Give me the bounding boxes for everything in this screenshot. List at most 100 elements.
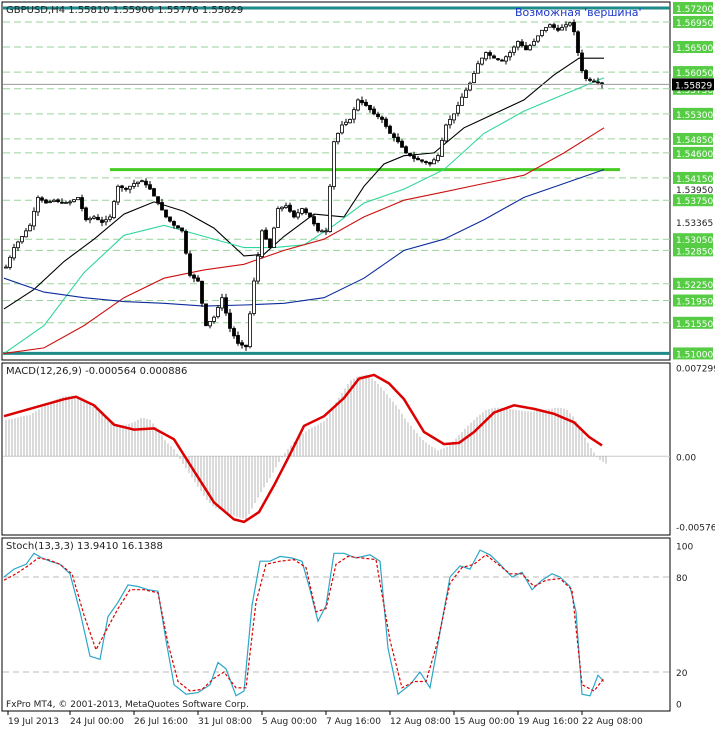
price-label-box [673, 294, 713, 307]
candle-body [516, 41, 520, 48]
price-label-box [673, 277, 713, 290]
candle-body [344, 121, 348, 125]
candle-body [60, 201, 64, 204]
price-tick-label: 1.51000 [676, 350, 713, 360]
copyright-text: FxPro MT4, © 2001-2013, MetaQuotes Softw… [6, 700, 249, 710]
price-candles [4, 19, 604, 351]
candle-body [528, 45, 532, 51]
candle-body [444, 124, 448, 142]
candle-body [452, 113, 456, 121]
candle-body [284, 205, 288, 208]
candle-body [148, 184, 152, 190]
price-label-box [673, 316, 713, 329]
candle-body [480, 57, 484, 65]
candle-body [92, 216, 96, 219]
price-label-box [673, 194, 713, 207]
time-tick-label: 15 Aug 00:00 [454, 717, 515, 727]
time-tick-label: 26 Jul 16:00 [134, 717, 188, 727]
candle-body [232, 328, 236, 337]
candle-body [312, 216, 316, 225]
candle-body [416, 157, 420, 161]
price-label-box [673, 132, 713, 145]
time-tick-label: 24 Jul 00:00 [70, 717, 124, 727]
candle-body [488, 52, 492, 56]
candle-body [200, 280, 204, 304]
candle-body [360, 100, 364, 104]
candle-body [504, 56, 508, 62]
candle-body [424, 161, 428, 164]
candle-body [272, 227, 276, 248]
candle-body [164, 209, 168, 218]
price-tick-label: 1.51550 [676, 320, 713, 330]
candle-body [388, 125, 392, 134]
candle-body [340, 124, 344, 134]
candle-body [464, 89, 468, 98]
candle-body [336, 132, 340, 143]
macd-tick-label: 0.007299 [676, 365, 715, 375]
time-tick-label: 31 Jul 08:00 [198, 717, 252, 727]
candle-body [128, 185, 132, 190]
price-tick-label: 1.55300 [676, 111, 713, 121]
candle-body [508, 52, 512, 58]
candle-body [280, 206, 284, 210]
price-label-box [673, 171, 713, 184]
candle-body [580, 52, 584, 72]
candle-body [496, 58, 500, 61]
candle-body [140, 180, 144, 183]
candle-body [76, 197, 80, 201]
candle-body [136, 181, 140, 184]
price-panel-title: GBPUSD,H4 1.55810 1.55906 1.55776 1.5582… [6, 5, 243, 16]
candle-body [552, 24, 556, 28]
candle-body [256, 255, 260, 282]
candle-body [300, 208, 304, 214]
candle-body [524, 45, 528, 51]
candle-body [20, 236, 24, 243]
candle-body [408, 152, 412, 157]
price-tick-label: 1.54850 [676, 136, 713, 146]
candle-body [548, 24, 552, 28]
candle-body [316, 222, 320, 232]
time-tick-label: 22 Aug 08:00 [582, 717, 643, 727]
candle-body [568, 22, 572, 26]
candle-body [328, 185, 332, 232]
time-tick-label: 5 Aug 00:00 [262, 717, 317, 727]
moving-averages [3, 57, 605, 354]
price-panel-frame [1, 1, 671, 361]
top-annotation: Возможная 'вершина' [515, 6, 642, 19]
candle-body [44, 199, 48, 204]
candle-body [236, 335, 240, 344]
candle-body [184, 231, 188, 254]
candle-body [380, 116, 384, 120]
candle-body [556, 27, 560, 31]
candle-body [156, 196, 160, 204]
candle-body [8, 256, 12, 268]
macd-signal-line [3, 373, 603, 524]
macd-histogram [5, 374, 607, 520]
candle-body [520, 41, 524, 47]
candle-body [220, 297, 224, 309]
candle-body [356, 99, 360, 111]
candle-body [248, 313, 252, 348]
candle-body [392, 133, 396, 138]
stoch-tick-label: 100 [676, 542, 693, 552]
candle-body [432, 159, 436, 165]
candle-body [332, 141, 336, 187]
candle-body [564, 24, 568, 28]
candle-body [84, 207, 88, 221]
candle-body [296, 212, 300, 218]
candle-body [108, 216, 112, 220]
stoch-panel-title: Stoch(13,3,3) 13.9410 16.1388 [6, 541, 163, 552]
candle-body [276, 208, 280, 228]
current-price-box [672, 78, 714, 91]
stoch-lines [3, 549, 605, 697]
candle-body [584, 70, 588, 79]
candle-body [212, 316, 216, 322]
candle-body [40, 197, 44, 201]
candle-body [576, 31, 580, 53]
price-tick-label: 1.55750 [676, 86, 713, 96]
candle-body [436, 155, 440, 161]
candle-body [100, 219, 104, 223]
candle-body [572, 21, 576, 33]
candle-body [368, 104, 372, 111]
